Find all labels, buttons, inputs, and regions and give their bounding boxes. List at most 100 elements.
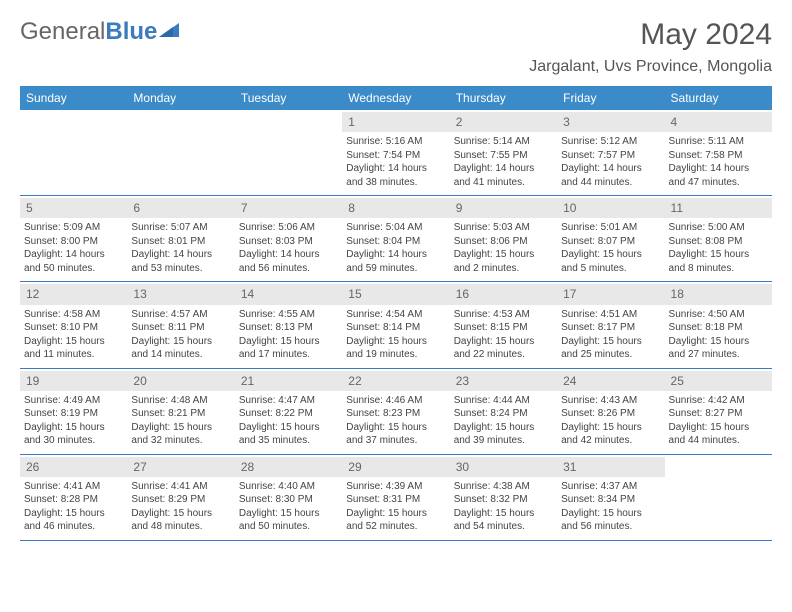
calendar-cell: 23Sunrise: 4:44 AMSunset: 8:24 PMDayligh… <box>450 369 557 454</box>
sunset-line: Sunset: 8:18 PM <box>669 321 768 335</box>
calendar-week: 5Sunrise: 5:09 AMSunset: 8:00 PMDaylight… <box>20 196 772 282</box>
sunrise-line: Sunrise: 5:04 AM <box>346 221 445 235</box>
logo-text-2: Blue <box>105 18 157 46</box>
calendar-cell: 28Sunrise: 4:40 AMSunset: 8:30 PMDayligh… <box>235 455 342 540</box>
sunset-line: Sunset: 8:30 PM <box>239 493 338 507</box>
sunset-line: Sunset: 8:28 PM <box>24 493 123 507</box>
daylight-line: Daylight: 14 hours and 59 minutes. <box>346 248 445 275</box>
calendar-cell: 1Sunrise: 5:16 AMSunset: 7:54 PMDaylight… <box>342 110 449 195</box>
sunrise-line: Sunrise: 5:09 AM <box>24 221 123 235</box>
day-number: 8 <box>342 198 449 218</box>
sunrise-line: Sunrise: 5:03 AM <box>454 221 553 235</box>
sunrise-line: Sunrise: 5:16 AM <box>346 135 445 149</box>
calendar-cell: 12Sunrise: 4:58 AMSunset: 8:10 PMDayligh… <box>20 282 127 367</box>
location: Jargalant, Uvs Province, Mongolia <box>529 58 772 76</box>
daylight-line: Daylight: 15 hours and 30 minutes. <box>24 421 123 448</box>
sunrise-line: Sunrise: 5:14 AM <box>454 135 553 149</box>
sunset-line: Sunset: 7:57 PM <box>561 149 660 163</box>
sunrise-line: Sunrise: 5:06 AM <box>239 221 338 235</box>
sunset-line: Sunset: 8:29 PM <box>131 493 230 507</box>
sunset-line: Sunset: 8:11 PM <box>131 321 230 335</box>
sunset-line: Sunset: 8:32 PM <box>454 493 553 507</box>
sunrise-line: Sunrise: 4:38 AM <box>454 480 553 494</box>
calendar-cell: 29Sunrise: 4:39 AMSunset: 8:31 PMDayligh… <box>342 455 449 540</box>
day-number: 17 <box>557 284 664 304</box>
daylight-line: Daylight: 15 hours and 32 minutes. <box>131 421 230 448</box>
daylight-line: Daylight: 15 hours and 14 minutes. <box>131 335 230 362</box>
sunset-line: Sunset: 7:58 PM <box>669 149 768 163</box>
logo: GeneralBlue <box>20 18 181 46</box>
sunset-line: Sunset: 8:22 PM <box>239 407 338 421</box>
sunset-line: Sunset: 8:34 PM <box>561 493 660 507</box>
sunrise-line: Sunrise: 4:47 AM <box>239 394 338 408</box>
day-number: 24 <box>557 371 664 391</box>
sunrise-line: Sunrise: 4:48 AM <box>131 394 230 408</box>
daylight-line: Daylight: 14 hours and 38 minutes. <box>346 162 445 189</box>
day-number: 2 <box>450 112 557 132</box>
calendar-cell: 24Sunrise: 4:43 AMSunset: 8:26 PMDayligh… <box>557 369 664 454</box>
day-number: 21 <box>235 371 342 391</box>
calendar-cell: 22Sunrise: 4:46 AMSunset: 8:23 PMDayligh… <box>342 369 449 454</box>
calendar-cell: 11Sunrise: 5:00 AMSunset: 8:08 PMDayligh… <box>665 196 772 281</box>
daylight-line: Daylight: 15 hours and 5 minutes. <box>561 248 660 275</box>
day-number: 19 <box>20 371 127 391</box>
calendar-cell: 15Sunrise: 4:54 AMSunset: 8:14 PMDayligh… <box>342 282 449 367</box>
sunset-line: Sunset: 8:26 PM <box>561 407 660 421</box>
day-number: 9 <box>450 198 557 218</box>
sunrise-line: Sunrise: 4:44 AM <box>454 394 553 408</box>
daylight-line: Daylight: 15 hours and 37 minutes. <box>346 421 445 448</box>
sunset-line: Sunset: 8:23 PM <box>346 407 445 421</box>
sunrise-line: Sunrise: 5:12 AM <box>561 135 660 149</box>
day-number <box>665 457 772 477</box>
sunset-line: Sunset: 7:54 PM <box>346 149 445 163</box>
sunrise-line: Sunrise: 5:11 AM <box>669 135 768 149</box>
calendar-cell <box>127 110 234 195</box>
calendar-cell: 19Sunrise: 4:49 AMSunset: 8:19 PMDayligh… <box>20 369 127 454</box>
day-number: 12 <box>20 284 127 304</box>
calendar-cell: 6Sunrise: 5:07 AMSunset: 8:01 PMDaylight… <box>127 196 234 281</box>
month-title: May 2024 <box>529 18 772 52</box>
day-number: 3 <box>557 112 664 132</box>
day-number: 28 <box>235 457 342 477</box>
weekday-header: Saturday <box>665 86 772 110</box>
sunrise-line: Sunrise: 4:49 AM <box>24 394 123 408</box>
daylight-line: Daylight: 14 hours and 56 minutes. <box>239 248 338 275</box>
daylight-line: Daylight: 15 hours and 27 minutes. <box>669 335 768 362</box>
calendar-cell: 8 Sunrise: 5:04 AMSunset: 8:04 PMDaylight… <box>342 196 449 281</box>
daylight-line: Daylight: 14 hours and 50 minutes. <box>24 248 123 275</box>
sunrise-line: Sunrise: 5:01 AM <box>561 221 660 235</box>
sunset-line: Sunset: 8:24 PM <box>454 407 553 421</box>
daylight-line: Daylight: 15 hours and 56 minutes. <box>561 507 660 534</box>
day-number: 25 <box>665 371 772 391</box>
calendar-cell: 14Sunrise: 4:55 AMSunset: 8:13 PMDayligh… <box>235 282 342 367</box>
sunrise-line: Sunrise: 4:55 AM <box>239 308 338 322</box>
weekday-header: Wednesday <box>342 86 449 110</box>
sunrise-line: Sunrise: 4:53 AM <box>454 308 553 322</box>
header: GeneralBlue May 2024 Jargalant, Uvs Prov… <box>20 18 772 76</box>
sunset-line: Sunset: 8:13 PM <box>239 321 338 335</box>
daylight-line: Daylight: 15 hours and 11 minutes. <box>24 335 123 362</box>
sunrise-line: Sunrise: 4:42 AM <box>669 394 768 408</box>
day-number: 18 <box>665 284 772 304</box>
sunset-line: Sunset: 8:08 PM <box>669 235 768 249</box>
daylight-line: Daylight: 15 hours and 8 minutes. <box>669 248 768 275</box>
sunset-line: Sunset: 8:04 PM <box>346 235 445 249</box>
sunset-line: Sunset: 8:01 PM <box>131 235 230 249</box>
day-number <box>127 112 234 132</box>
daylight-line: Daylight: 15 hours and 52 minutes. <box>346 507 445 534</box>
sunrise-line: Sunrise: 4:43 AM <box>561 394 660 408</box>
calendar-cell: 9Sunrise: 5:03 AMSunset: 8:06 PMDaylight… <box>450 196 557 281</box>
sunset-line: Sunset: 8:15 PM <box>454 321 553 335</box>
day-number <box>235 112 342 132</box>
calendar-cell: 25Sunrise: 4:42 AMSunset: 8:27 PMDayligh… <box>665 369 772 454</box>
day-number: 7 <box>235 198 342 218</box>
day-number: 20 <box>127 371 234 391</box>
sunset-line: Sunset: 8:31 PM <box>346 493 445 507</box>
day-number: 10 <box>557 198 664 218</box>
calendar-cell: 10Sunrise: 5:01 AMSunset: 8:07 PMDayligh… <box>557 196 664 281</box>
day-number: 27 <box>127 457 234 477</box>
sunrise-line: Sunrise: 4:54 AM <box>346 308 445 322</box>
weekday-header: Thursday <box>450 86 557 110</box>
calendar-week: 19Sunrise: 4:49 AMSunset: 8:19 PMDayligh… <box>20 369 772 455</box>
daylight-line: Daylight: 14 hours and 47 minutes. <box>669 162 768 189</box>
